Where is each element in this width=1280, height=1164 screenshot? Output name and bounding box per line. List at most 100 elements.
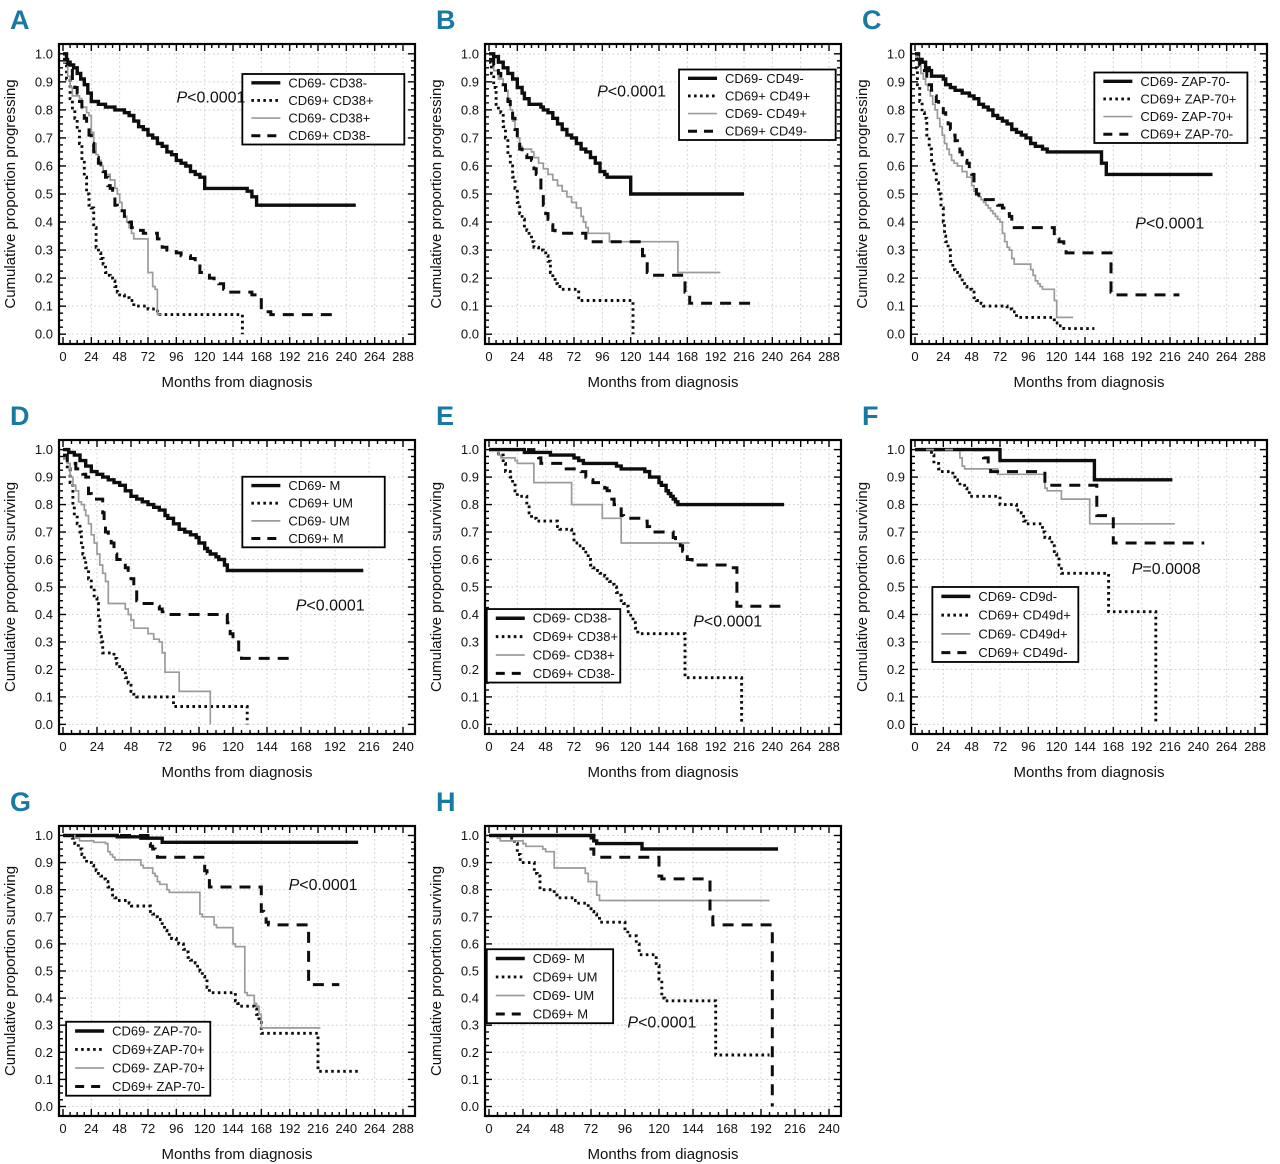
panel-b-legend-label-1: CD69+ CD49+ xyxy=(725,88,810,103)
panel-letter-h: H xyxy=(436,787,456,817)
svg-text:96: 96 xyxy=(595,739,609,754)
svg-text:0: 0 xyxy=(911,739,918,754)
svg-text:0.6: 0.6 xyxy=(35,552,53,567)
svg-text:0.0: 0.0 xyxy=(35,717,53,732)
svg-text:0.7: 0.7 xyxy=(35,130,53,145)
svg-text:144: 144 xyxy=(1074,349,1096,364)
svg-text:0.6: 0.6 xyxy=(887,158,905,173)
plot-a: 0 24 48 72 96 120 144 168 192 216 240 264 2880.00.10… xyxy=(2,42,417,391)
panel-c-y-axis-title: Cumulative proportion progressing xyxy=(854,79,871,308)
panel-e-legend-box xyxy=(485,608,622,684)
svg-text:1.0: 1.0 xyxy=(461,442,479,457)
svg-text:0.6: 0.6 xyxy=(35,936,53,951)
panel-d-series-2 xyxy=(63,457,212,725)
svg-text:24: 24 xyxy=(510,739,524,754)
svg-text:48: 48 xyxy=(124,739,138,754)
svg-text:72: 72 xyxy=(584,1121,598,1136)
svg-text:264: 264 xyxy=(1216,349,1238,364)
svg-text:0.5: 0.5 xyxy=(35,580,53,595)
svg-text:144: 144 xyxy=(682,1121,704,1136)
panel-b-legend-label-0: CD69- CD49- xyxy=(725,71,804,86)
svg-text:0.8: 0.8 xyxy=(461,882,479,897)
svg-text:240: 240 xyxy=(335,349,357,364)
svg-text:0.5: 0.5 xyxy=(887,187,905,202)
svg-text:24: 24 xyxy=(84,349,98,364)
panel-e-y-tick-labels: 0.0 0.1 0.2 0.3 0.4 0.5 0.6 0.7 0.8 0.9 1.0 xyxy=(461,442,479,732)
panel-f-p-value: P=0.0008 xyxy=(1132,561,1201,578)
panel-d-series-1 xyxy=(63,456,249,725)
panel-f-gridlines xyxy=(911,440,1267,734)
panel-b-x-axis-title: Months from diagnosis xyxy=(588,374,739,391)
svg-text:0.8: 0.8 xyxy=(461,497,479,512)
svg-text:96: 96 xyxy=(618,1121,632,1136)
panel-a: A 0 24 48 72 96 120 144 168 192 216 240 264 288 0.0 0.… xyxy=(0,0,426,396)
panel-c-legend-label-3: CD69+ ZAP-70- xyxy=(1140,127,1233,142)
panel-b: B 0 24 48 72 96 120 144 168 192 216 240 264 288 0.0 0.… xyxy=(426,0,852,396)
panel-c-series-3 xyxy=(915,57,1180,297)
svg-text:48: 48 xyxy=(964,739,978,754)
svg-text:48: 48 xyxy=(538,739,552,754)
panel-g: G 0 24 48 72 96 120 144 168 192 216 240 264 288 0.0 0.… xyxy=(0,782,426,1163)
panel-a-x-tick-labels: 0 24 48 72 96 120 144 168 192 216 240 264 288 xyxy=(59,349,413,364)
svg-text:24: 24 xyxy=(510,349,524,364)
svg-text:264: 264 xyxy=(1216,739,1238,754)
panel-g-y-tick-labels: 0.0 0.1 0.2 0.3 0.4 0.5 0.6 0.7 0.8 0.9 1.0 xyxy=(35,828,53,1114)
svg-text:96: 96 xyxy=(1021,349,1035,364)
svg-text:72: 72 xyxy=(141,349,155,364)
panel-e-series-1 xyxy=(489,448,744,725)
svg-text:72: 72 xyxy=(158,739,172,754)
panel-d-legend-label-0: CD69- M xyxy=(288,478,340,493)
panel-c-ticks xyxy=(911,44,1267,344)
svg-text:0.2: 0.2 xyxy=(887,662,905,677)
panel-a-series-0 xyxy=(63,52,356,207)
svg-text:264: 264 xyxy=(364,1121,386,1136)
panel-f-ticks xyxy=(911,440,1267,734)
svg-text:120: 120 xyxy=(194,1121,216,1136)
svg-text:48: 48 xyxy=(550,1121,564,1136)
panel-f-series-1 xyxy=(915,448,1158,725)
panel-c-y-tick-labels: 0.0 0.1 0.2 0.3 0.4 0.5 0.6 0.7 0.8 0.9 1.0 xyxy=(887,46,905,341)
panel-e-x-axis-title: Months from diagnosis xyxy=(588,764,739,781)
svg-text:0: 0 xyxy=(485,739,492,754)
panel-f-legend-box xyxy=(931,586,1080,663)
svg-text:120: 120 xyxy=(194,349,216,364)
svg-text:264: 264 xyxy=(364,349,386,364)
panel-g-legend-label-2: CD69- ZAP-70+ xyxy=(112,1060,205,1075)
svg-text:144: 144 xyxy=(256,739,278,754)
svg-text:0.1: 0.1 xyxy=(887,299,905,314)
panel-h-y-axis-title: Cumulative proportion surviving xyxy=(428,866,445,1076)
panel-b-legend-box xyxy=(678,68,837,141)
panel-e-x-tick-labels: 0 24 48 72 96 120 144 168 192 216 240 264 288 xyxy=(485,739,839,754)
svg-text:0.0: 0.0 xyxy=(887,327,905,342)
svg-text:0.4: 0.4 xyxy=(887,215,905,230)
svg-text:96: 96 xyxy=(169,1121,183,1136)
svg-text:0.0: 0.0 xyxy=(461,327,479,342)
panel-d-legend: CD69- M CD69+ UM CD69- UM CD69+ M xyxy=(241,475,386,549)
panel-f-legend-label-0: CD69- CD9d- xyxy=(978,589,1057,604)
panel-h-ticks xyxy=(485,826,841,1116)
panel-h-x-axis-title: Months from diagnosis xyxy=(588,1146,739,1163)
panel-b-legend-label-2: CD69- CD49+ xyxy=(725,106,807,121)
svg-text:0: 0 xyxy=(59,1121,66,1136)
panel-e-y-axis-title: Cumulative proportion surviving xyxy=(428,482,445,692)
panel-g-series-2 xyxy=(63,834,321,1029)
svg-text:192: 192 xyxy=(1131,739,1153,754)
panel-c-legend-label-2: CD69- ZAP-70+ xyxy=(1140,109,1233,124)
svg-text:0.3: 0.3 xyxy=(35,243,53,258)
panel-f-x-tick-labels: 0 24 48 72 96 120 144 168 192 216 240 264 288 xyxy=(911,739,1265,754)
panel-b-y-tick-labels: 0.0 0.1 0.2 0.3 0.4 0.5 0.6 0.7 0.8 0.9 1.0 xyxy=(461,46,479,341)
panel-h-legend: CD69- M CD69+ UM CD69- UM CD69+ M xyxy=(485,948,615,1025)
panel-h-y-tick-labels: 0.0 0.1 0.2 0.3 0.4 0.5 0.6 0.7 0.8 0.9 1.0 xyxy=(461,828,479,1114)
panel-d-series-3 xyxy=(63,453,290,660)
plot-c: 0 24 48 72 96 120 144 168 192 216 240 264 2880.00.10… xyxy=(854,42,1269,391)
panel-c-legend-label-1: CD69+ ZAP-70+ xyxy=(1140,91,1236,106)
panel-a-y-tick-labels: 0.0 0.1 0.2 0.3 0.4 0.5 0.6 0.7 0.8 0.9 1.0 xyxy=(35,46,53,341)
svg-text:0.0: 0.0 xyxy=(35,327,53,342)
svg-text:48: 48 xyxy=(112,1121,126,1136)
svg-text:1.0: 1.0 xyxy=(887,442,905,457)
svg-text:0.3: 0.3 xyxy=(461,1018,479,1033)
svg-text:0.6: 0.6 xyxy=(35,158,53,173)
svg-text:240: 240 xyxy=(1187,739,1209,754)
plot-h: 0 24 48 72 96 120 144 168 192 216 2400.00.10.20.30… xyxy=(428,824,843,1163)
svg-text:0.8: 0.8 xyxy=(35,882,53,897)
